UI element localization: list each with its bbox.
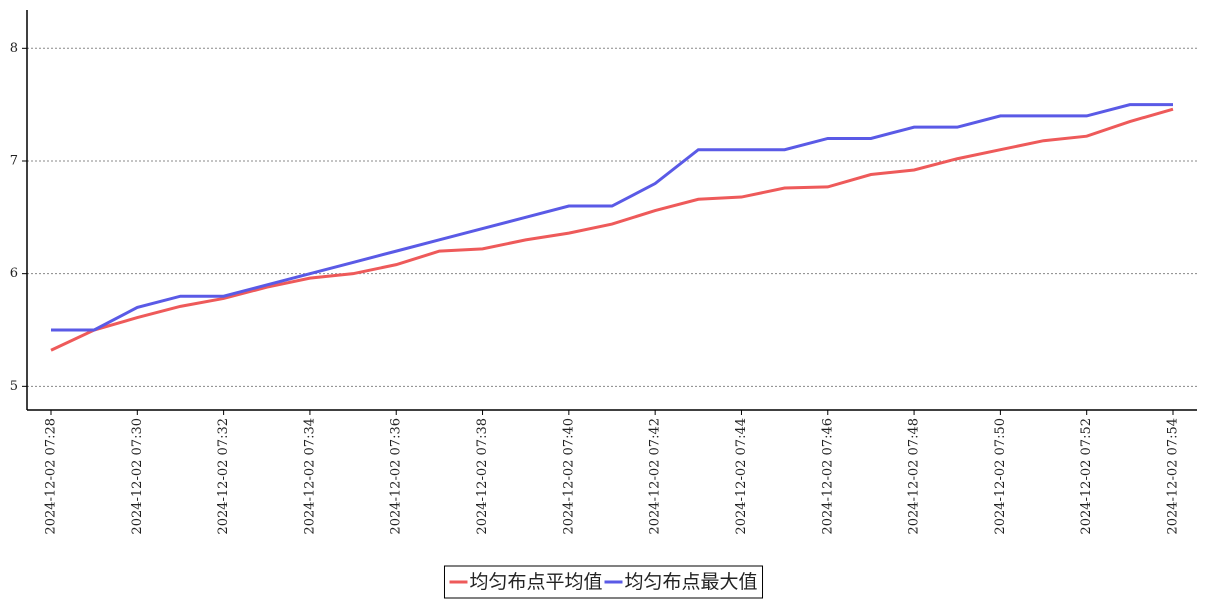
y-tick-label: 7 <box>10 153 18 168</box>
series-line <box>50 107 1174 352</box>
x-tick-label: 2024-12-02 07:30 <box>130 418 145 535</box>
x-tick-label: 2024-12-02 07:36 <box>389 418 404 535</box>
y-tick-label: 6 <box>10 266 18 281</box>
x-tick-label: 2024-12-02 07:46 <box>820 418 835 535</box>
legend-box <box>443 565 764 599</box>
y-tick-label: 5 <box>10 379 18 394</box>
x-tick-label: 2024-12-02 07:34 <box>302 418 317 535</box>
x-tick-label: 2024-12-02 07:28 <box>44 418 59 535</box>
x-tick-label: 2024-12-02 07:52 <box>1079 418 1094 535</box>
x-tick-label: 2024-12-02 07:48 <box>907 418 922 535</box>
x-tick-label: 2024-12-02 07:54 <box>1166 418 1181 535</box>
x-tick-label: 2024-12-02 07:44 <box>734 418 749 535</box>
x-tick-label: 2024-12-02 07:32 <box>216 418 231 535</box>
legend-text: 均匀布点最大值 <box>625 571 758 593</box>
legend-text: 均匀布点平均值 <box>469 571 602 593</box>
x-tick-label: 2024-12-02 07:42 <box>648 418 663 535</box>
series-line <box>51 103 1173 332</box>
legend: 均匀布点平均值 均匀布点最大值 <box>443 565 764 599</box>
x-tick-label: 2024-12-02 07:50 <box>993 418 1008 535</box>
x-tick-label: 2024-12-02 07:38 <box>475 418 490 535</box>
x-tick-label: 2024-12-02 07:40 <box>561 418 576 535</box>
y-tick-label: 8 <box>10 41 18 56</box>
